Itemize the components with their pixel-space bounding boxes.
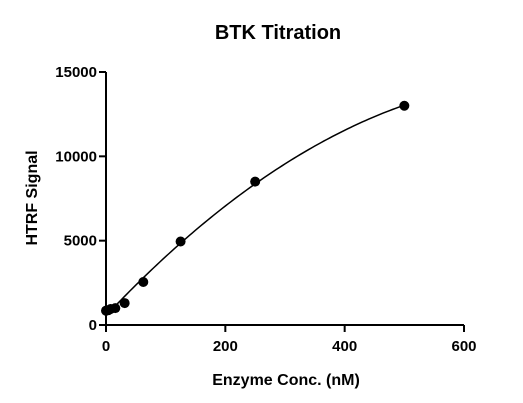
data-point bbox=[138, 276, 149, 287]
y-axis-label: HTRF Signal bbox=[24, 150, 41, 245]
data-point bbox=[119, 298, 130, 309]
y-tick-label: 15000 bbox=[55, 64, 97, 81]
x-tick-label: 600 bbox=[451, 338, 476, 355]
data-point bbox=[399, 100, 410, 111]
data-point bbox=[175, 236, 186, 247]
y-tick-label: 0 bbox=[89, 317, 97, 334]
x-axis-label: Enzyme Conc. (nM) bbox=[212, 372, 360, 389]
data-points bbox=[101, 100, 410, 316]
data-point bbox=[110, 303, 121, 314]
y-tick-label: 10000 bbox=[55, 148, 97, 165]
fit-curve bbox=[105, 104, 405, 317]
x-tick-label: 400 bbox=[332, 338, 357, 355]
y-tick-label: 5000 bbox=[64, 233, 97, 250]
x-ticks: 0 200 400 600 bbox=[102, 325, 477, 355]
data-point bbox=[250, 176, 261, 187]
x-tick-label: 0 bbox=[102, 338, 110, 355]
x-tick-label: 200 bbox=[213, 338, 238, 355]
y-ticks: 0 5000 10000 15000 bbox=[55, 64, 106, 334]
chart-title: BTK Titration bbox=[215, 22, 341, 44]
